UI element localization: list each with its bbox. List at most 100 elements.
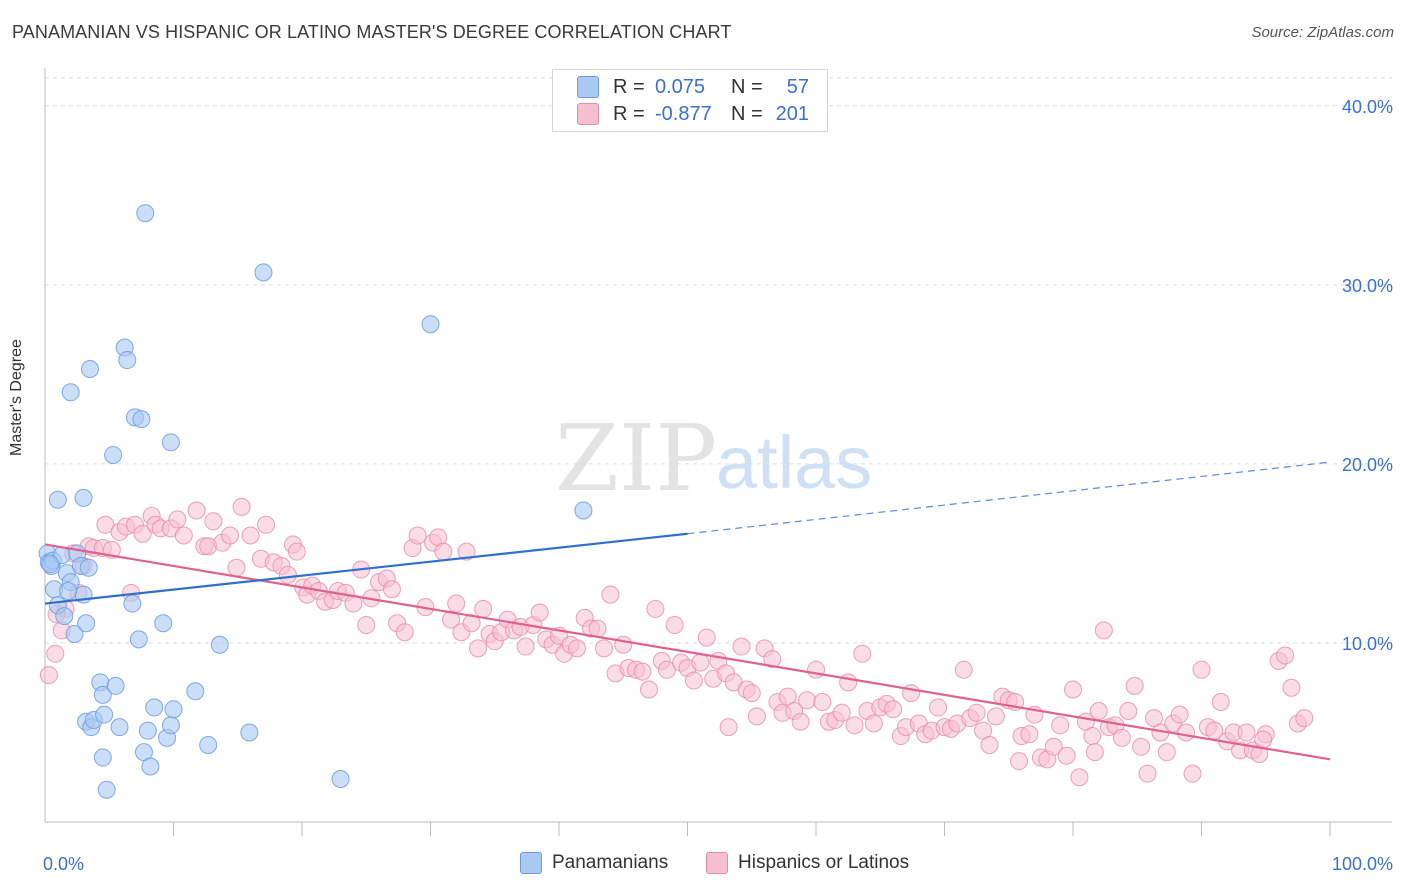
legend-n-label: N =	[731, 75, 763, 98]
hispanic-point	[601, 585, 620, 604]
panamanian-point	[254, 263, 273, 282]
panamanian-point	[95, 705, 114, 724]
hispanic-point	[1192, 660, 1211, 679]
hispanic-point	[1282, 678, 1301, 697]
panamanian-point	[129, 630, 148, 649]
hispanic-point	[763, 650, 782, 669]
hispanic-point	[174, 526, 193, 545]
panamanian-point	[421, 315, 440, 334]
hispanic-point	[1070, 768, 1089, 787]
hispanic-point	[697, 628, 716, 647]
legend-swatch-pink	[706, 852, 728, 874]
hispanic-point	[798, 691, 817, 710]
hispanic-point	[1237, 723, 1256, 742]
hispanic-point	[1183, 764, 1202, 783]
legend-n-value: 57	[786, 75, 809, 98]
hispanic-point	[530, 603, 549, 622]
hispanic-point	[665, 616, 684, 635]
hispanic-point	[967, 703, 986, 722]
hispanic-point	[791, 712, 810, 731]
legend-n-label: N =	[731, 102, 763, 125]
hispanic-point	[1254, 730, 1273, 749]
hispanic-point	[287, 542, 306, 561]
hispanic-point	[719, 718, 738, 737]
legend-label: Panamanians	[552, 852, 669, 873]
zipatlas-watermark: ZIP atlas	[555, 405, 872, 512]
hispanic-point	[646, 599, 665, 618]
watermark-zip: ZIP	[555, 405, 717, 512]
panamanian-point	[55, 607, 74, 626]
hispanic-point	[832, 703, 851, 722]
y-tick-label: 30.0%	[1342, 276, 1393, 296]
panamanian-trend-line	[44, 532, 688, 605]
hispanic-point	[986, 707, 1005, 726]
panamanian-point	[110, 718, 129, 737]
watermark-atlas: atlas	[716, 421, 872, 504]
y-tick-label: 10.0%	[1342, 634, 1393, 654]
hispanic-point	[133, 524, 152, 543]
panamanian-point	[574, 501, 593, 520]
legend-item-panamanians[interactable]: Panamanians	[520, 852, 668, 874]
hispanic-points	[39, 497, 1314, 787]
hispanic-point	[845, 716, 864, 735]
legend-r-value: 0.075	[655, 75, 706, 98]
hispanic-point	[1064, 680, 1082, 699]
trend-lines	[44, 461, 1331, 761]
hispanic-point	[853, 644, 872, 663]
legend-row-hispanics: R = -0.877 N = 201	[577, 102, 809, 126]
panamanian-point	[61, 383, 80, 402]
legend-swatch-blue	[520, 852, 542, 874]
hispanic-point	[1051, 716, 1070, 735]
legend-swatch-pink	[577, 103, 599, 125]
hispanic-point	[691, 653, 710, 672]
x-tick-label: 0.0%	[43, 854, 84, 874]
legend-r-value: -0.877	[655, 102, 712, 125]
hispanic-point	[408, 526, 427, 545]
hispanic-point	[1276, 646, 1295, 665]
hispanic-point	[954, 660, 973, 679]
hispanic-point	[1094, 621, 1113, 640]
hispanic-point	[902, 684, 921, 703]
hispanic-point	[232, 497, 251, 516]
axes	[44, 68, 1392, 836]
panamanian-point	[141, 757, 160, 776]
legend-label: Hispanics or Latinos	[738, 852, 910, 873]
hispanic-point	[1044, 737, 1063, 756]
hispanic-point	[1112, 728, 1131, 747]
panamanian-point	[164, 700, 183, 719]
hispanic-point	[839, 673, 858, 692]
hispanic-point	[516, 637, 535, 656]
hispanic-point	[1085, 743, 1104, 762]
panamanian-points	[38, 204, 593, 799]
hispanic-point	[614, 635, 633, 654]
panamanian-point	[145, 698, 164, 717]
hispanic-point	[447, 594, 466, 613]
hispanic-point	[1010, 752, 1029, 771]
chart-title: PANAMANIAN VS HISPANIC OR LATINO MASTER'…	[12, 22, 732, 42]
legend-swatch-blue	[577, 76, 599, 98]
hispanic-point	[457, 542, 476, 561]
panamanian-point	[93, 685, 112, 704]
hispanic-point	[257, 515, 276, 534]
legend-r-label: R =	[613, 102, 645, 125]
hispanic-point	[929, 698, 948, 717]
hispanic-point	[657, 660, 676, 679]
panamanian-point	[161, 716, 180, 735]
hispanic-point	[864, 714, 883, 733]
panamanian-point	[80, 360, 99, 379]
hispanic-point	[469, 639, 488, 658]
panamanian-point	[240, 723, 259, 742]
hispanic-point	[241, 526, 260, 545]
hispanic-point	[742, 684, 761, 703]
hispanic-point	[639, 680, 658, 699]
panamanian-point	[154, 614, 173, 633]
hispanic-point	[221, 526, 240, 545]
hispanic-point	[1057, 746, 1076, 765]
legend-item-hispanics[interactable]: Hispanics or Latinos	[706, 852, 909, 874]
panamanian-point	[77, 614, 96, 633]
hispanic-point	[395, 623, 414, 642]
panamanian-point	[104, 445, 123, 464]
correlation-legend: R = 0.075 N = 57 R = -0.877 N = 201	[552, 69, 828, 132]
hispanic-trend-line	[44, 543, 1331, 761]
